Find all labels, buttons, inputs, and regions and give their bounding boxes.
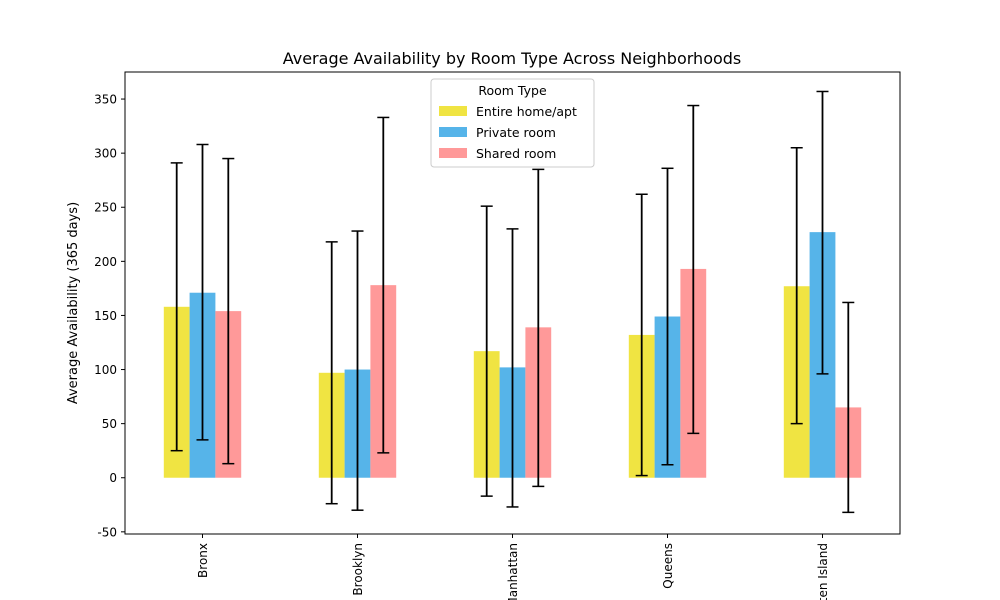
x-tick-label-staten-island: Staten Island — [816, 543, 830, 600]
error-bar-entire-home-apt-staten-island — [790, 146, 803, 425]
legend-box — [430, 78, 595, 168]
error-bar-private-room-bronx — [196, 143, 209, 441]
y-tick-label: 200 — [94, 255, 117, 269]
y-tick-label: 0 — [109, 471, 117, 485]
error-bar-private-room-staten-island — [816, 90, 829, 375]
chart-title: Average Availability by Room Type Across… — [283, 49, 742, 68]
legend-label-shared-room: Shared room — [476, 146, 556, 161]
y-tick-label: 50 — [102, 417, 117, 431]
error-bar-entire-home-apt-queens — [635, 193, 648, 477]
y-tick-label: 250 — [94, 201, 117, 215]
y-tick-label: 100 — [94, 363, 117, 377]
error-bar-shared-room-manhattan — [532, 168, 545, 488]
legend-title: Room Type — [478, 83, 547, 98]
error-bar-shared-room-queens — [687, 104, 700, 435]
error-bar-entire-home-apt-manhattan — [480, 205, 493, 497]
legend: Room Type Entire home/apt Private room Shar… — [430, 78, 595, 168]
error-bar-private-room-manhattan — [506, 228, 519, 508]
error-bar-shared-room-brooklyn — [377, 116, 390, 454]
legend-swatch-private-room — [439, 127, 467, 137]
plot-area: -50 0 50 100 150 200 250 300 350 Bronx Brooklyn Man… — [94, 71, 901, 600]
error-bar-entire-home-apt-brooklyn — [325, 241, 338, 505]
x-tick-label-brooklyn: Brooklyn — [351, 543, 365, 596]
error-bar-shared-room-bronx — [222, 157, 235, 465]
error-bar-entire-home-apt-bronx — [170, 162, 183, 452]
y-tick-label: 350 — [94, 93, 117, 107]
x-tick-label-queens: Queens — [661, 543, 675, 589]
error-bar-shared-room-staten-island — [842, 301, 855, 514]
y-tick-label: -50 — [97, 525, 117, 539]
x-tick-label-bronx: Bronx — [196, 543, 210, 578]
y-tick-label: 300 — [94, 147, 117, 161]
legend-swatch-shared-room — [439, 148, 467, 158]
legend-label-entire-home-apt: Entire home/apt — [476, 104, 577, 119]
error-bar-private-room-queens — [661, 167, 674, 466]
legend-swatch-entire-home-apt — [439, 106, 467, 116]
error-bar-private-room-brooklyn — [351, 230, 364, 511]
x-tick-label-manhattan: Manhattan — [506, 543, 520, 600]
y-axis-label: Average Availability (365 days) — [66, 202, 81, 404]
legend-label-private-room: Private room — [476, 125, 556, 140]
y-tick-label: 150 — [94, 309, 117, 323]
